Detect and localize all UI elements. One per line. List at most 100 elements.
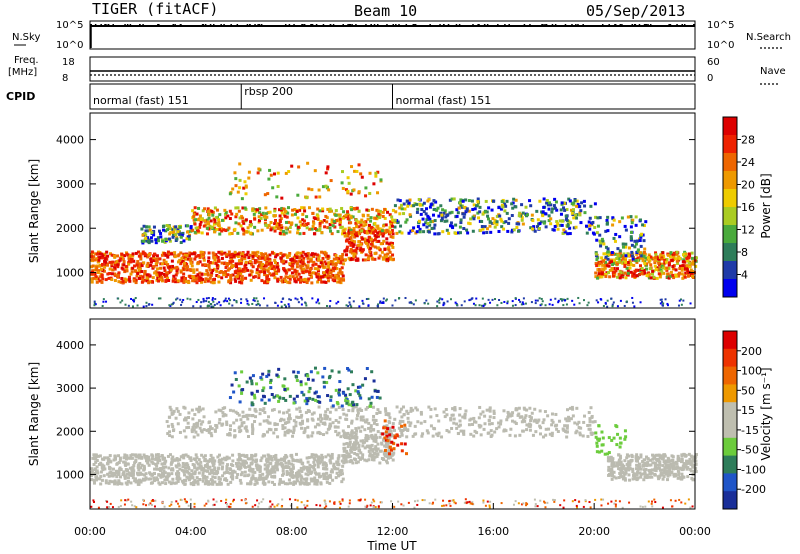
echo-cell xyxy=(269,228,273,232)
echo-cell xyxy=(316,217,320,221)
echo-cell xyxy=(133,264,137,268)
echo-cell xyxy=(367,449,371,453)
echo-cell xyxy=(187,234,191,238)
echo-cell xyxy=(520,216,524,220)
echo-cell xyxy=(433,219,437,223)
echo-cell xyxy=(335,471,339,475)
echo-cell xyxy=(171,468,175,472)
echo-cell xyxy=(230,212,234,216)
echo-cell xyxy=(323,265,327,269)
echo-cell xyxy=(371,244,375,248)
echo-cell xyxy=(347,425,351,429)
echo-cell xyxy=(157,473,161,477)
echo-cell xyxy=(354,206,358,210)
echo-cell xyxy=(283,277,287,281)
echo-cell xyxy=(228,192,232,196)
echo-cell xyxy=(213,303,216,306)
echo-cell xyxy=(617,453,621,457)
echo-cell xyxy=(336,230,340,234)
echo-cell xyxy=(296,193,300,197)
echo-cell xyxy=(107,276,111,280)
echo-cell xyxy=(657,272,661,276)
echo-cell xyxy=(299,474,303,478)
echo-cell xyxy=(326,264,330,268)
echo-cell xyxy=(113,482,117,486)
echo-cell xyxy=(244,218,248,222)
colorbar-tick-label: 12 xyxy=(741,224,755,237)
echo-cell xyxy=(318,302,321,305)
echo-cell xyxy=(90,467,94,471)
echo-cell xyxy=(236,458,240,462)
echo-cell xyxy=(625,266,629,270)
echo-cell xyxy=(339,277,343,281)
echo-cell xyxy=(122,460,126,464)
echo-cell xyxy=(269,226,273,230)
echo-cell xyxy=(157,481,161,485)
echo-cell xyxy=(195,456,199,460)
echo-cell xyxy=(374,171,378,175)
echo-cell xyxy=(624,245,628,249)
echo-cell xyxy=(162,272,166,276)
echo-cell xyxy=(171,235,175,239)
echo-cell xyxy=(382,300,385,303)
echo-cell xyxy=(268,253,272,257)
echo-cell xyxy=(676,454,680,458)
echo-cell xyxy=(147,273,151,277)
echo-cell xyxy=(338,215,342,219)
echo-cell xyxy=(190,274,194,278)
echo-cell xyxy=(206,273,210,277)
nsky-noise xyxy=(508,24,510,26)
echo-cell xyxy=(275,265,279,269)
echo-cell xyxy=(653,463,657,467)
nsky-noise xyxy=(284,24,287,26)
echo-cell xyxy=(272,265,276,269)
echo-cell xyxy=(235,265,239,269)
echo-cell xyxy=(258,466,262,470)
echo-cell xyxy=(195,268,199,272)
nsky-noise xyxy=(439,24,441,26)
echo-cell xyxy=(236,272,240,276)
echo-cell xyxy=(108,454,112,458)
echo-cell xyxy=(255,464,259,468)
echo-cell xyxy=(599,244,603,248)
colorbar-swatch xyxy=(723,207,737,226)
echo-cell xyxy=(441,230,445,234)
echo-cell xyxy=(124,278,128,282)
echo-cell xyxy=(186,224,190,228)
echo-cell xyxy=(196,482,200,486)
echo-cell xyxy=(485,230,489,234)
echo-cell xyxy=(501,205,505,209)
echo-cell xyxy=(215,274,219,278)
echo-cell xyxy=(199,217,203,221)
echo-cell xyxy=(321,256,325,260)
echo-cell xyxy=(316,269,320,273)
echo-cell xyxy=(363,237,367,241)
echo-cell xyxy=(264,212,268,216)
echo-cell xyxy=(196,433,200,437)
echo-cell xyxy=(312,221,316,225)
echo-cell xyxy=(316,465,320,469)
echo-cell xyxy=(206,279,210,283)
echo-cell xyxy=(282,267,286,271)
echo-cell xyxy=(244,192,248,196)
echo-cell xyxy=(141,250,145,254)
echo-cell xyxy=(691,463,695,467)
echo-cell xyxy=(324,262,328,266)
echo-cell xyxy=(125,269,129,273)
echo-cell xyxy=(193,479,197,483)
echo-cell xyxy=(197,254,201,258)
echo-cell xyxy=(387,427,391,431)
echo-cell xyxy=(227,297,230,300)
echo-cell xyxy=(674,268,678,272)
echo-cell xyxy=(125,454,129,458)
echo-cell xyxy=(661,468,665,472)
echo-cell xyxy=(115,462,119,466)
echo-cell xyxy=(292,419,296,423)
echo-cell xyxy=(515,222,519,226)
echo-cell xyxy=(309,471,313,475)
echo-cell xyxy=(152,233,156,237)
echo-cell xyxy=(568,199,572,203)
echo-cell xyxy=(113,479,117,483)
echo-cell xyxy=(667,261,671,265)
echo-cell xyxy=(206,271,210,275)
